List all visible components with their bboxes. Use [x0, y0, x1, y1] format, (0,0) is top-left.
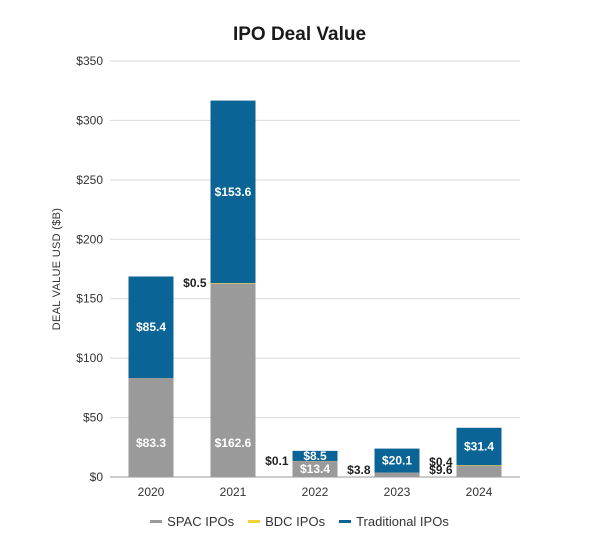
data-label-spac: $9.6 — [429, 463, 453, 477]
y-tick-label: $200 — [76, 232, 103, 246]
chart-legend: SPAC IPOs BDC IPOs Traditional IPOs — [0, 514, 599, 529]
y-tick-label: $350 — [76, 54, 103, 68]
bar-traditional-ipos — [456, 427, 502, 466]
data-label-spac: $3.8 — [347, 463, 371, 477]
bar-spac-ipos — [456, 465, 502, 477]
legend-swatch-bdc — [248, 520, 261, 523]
y-tick-label: $0 — [90, 470, 104, 484]
data-label-bdc: $0.5 — [183, 276, 207, 290]
x-tick-label: 2023 — [384, 485, 411, 499]
data-label-spac: $13.4 — [300, 462, 330, 476]
legend-item-spac: SPAC IPOs — [150, 514, 234, 529]
legend-label-spac: SPAC IPOs — [167, 514, 235, 529]
bar-traditional-ipos — [210, 100, 256, 284]
data-label-traditional: $20.1 — [382, 454, 412, 468]
chart-title: IPO Deal Value — [232, 24, 367, 45]
bar-traditional-ipos — [128, 276, 174, 378]
legend-label-bdc: BDC IPOs — [265, 514, 326, 529]
bar-spac-ipos — [292, 461, 338, 477]
x-tick-label: 2022 — [302, 485, 329, 499]
y-tick-label: $300 — [76, 113, 103, 127]
legend-item-bdc: BDC IPOs — [248, 514, 325, 529]
data-label-spac: $83.3 — [136, 436, 166, 450]
x-tick-label: 2021 — [220, 485, 247, 499]
bar-traditional-ipos — [374, 448, 420, 473]
bar-spac-ipos — [210, 283, 256, 477]
data-label-traditional: $85.4 — [136, 320, 166, 334]
data-label-bdc: $0.4 — [429, 455, 453, 469]
data-label-traditional: $8.5 — [303, 449, 327, 463]
legend-item-traditional: Traditional IPOs — [339, 514, 449, 529]
y-tick-label: $250 — [76, 173, 103, 187]
legend-label-traditional: Traditional IPOs — [356, 514, 449, 529]
data-label-spac: $162.6 — [215, 436, 252, 450]
bar-spac-ipos — [374, 472, 420, 477]
x-tick-label: 2024 — [466, 485, 493, 499]
x-tick-label: 2020 — [138, 485, 165, 499]
y-tick-label: $100 — [76, 351, 103, 365]
data-label-traditional: $31.4 — [464, 439, 494, 453]
bar-traditional-ipos — [292, 450, 338, 461]
y-tick-label: $150 — [76, 292, 103, 306]
y-axis-label: DEAL VALUE USD ($B) — [51, 208, 63, 330]
data-label-bdc: $0.1 — [265, 454, 289, 468]
legend-swatch-spac — [150, 520, 163, 523]
legend-swatch-traditional — [339, 520, 352, 523]
y-tick-label: $50 — [83, 411, 103, 425]
bar-spac-ipos — [128, 377, 174, 477]
data-label-traditional: $153.6 — [215, 185, 252, 199]
